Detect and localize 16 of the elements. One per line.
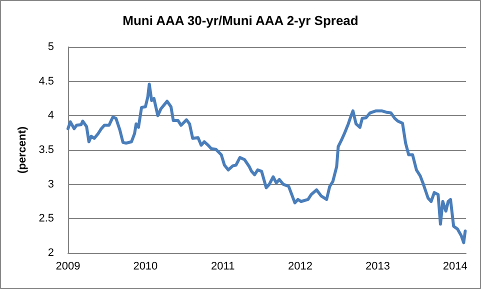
y-tick-label: 5 bbox=[48, 41, 54, 53]
line-series bbox=[66, 82, 467, 244]
y-tick-label: 4 bbox=[48, 110, 54, 122]
x-tick-label: 2013 bbox=[365, 260, 390, 272]
y-tick-label: 2.5 bbox=[38, 212, 54, 225]
x-tick-label: 2009 bbox=[56, 260, 80, 272]
y-axis-title: (percent) bbox=[16, 126, 28, 174]
x-tick-label: 2012 bbox=[288, 260, 313, 272]
x-tick-label: 2010 bbox=[133, 260, 158, 272]
y-tick-label: 2 bbox=[48, 247, 54, 259]
y-tick-label: 4.5 bbox=[38, 75, 54, 88]
y-tick-label: 3 bbox=[48, 178, 54, 190]
x-tick-label: 2014 bbox=[442, 260, 468, 272]
chart-title: Muni AAA 30-yr/Muni AAA 2-yr Spread bbox=[122, 13, 358, 28]
y-tick-label: 3.5 bbox=[38, 144, 54, 156]
x-tick-label: 2011 bbox=[211, 260, 235, 272]
